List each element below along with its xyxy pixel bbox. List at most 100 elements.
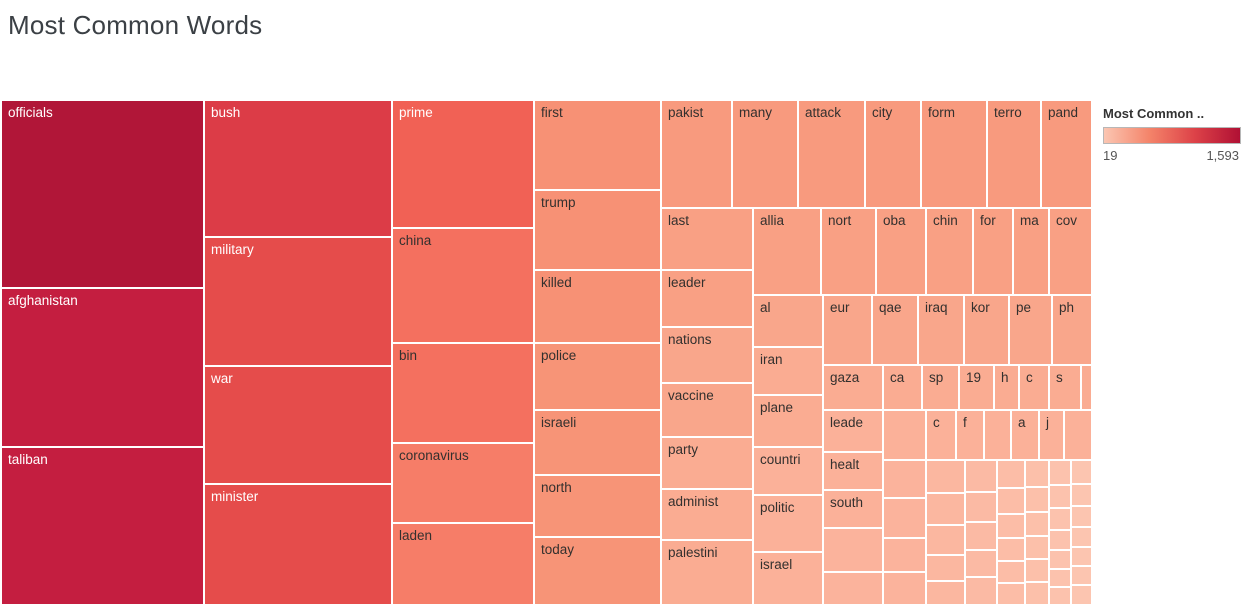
treemap-cell-ca[interactable]: ca — [883, 365, 922, 410]
treemap-cell-city[interactable]: city — [865, 100, 921, 208]
treemap-cell-bin[interactable]: bin — [392, 343, 534, 443]
treemap-cell[interactable] — [1049, 550, 1071, 569]
treemap-cell-many[interactable]: many — [732, 100, 798, 208]
treemap-cell-h[interactable]: h — [994, 365, 1019, 410]
treemap-cell-israel[interactable]: israel — [753, 552, 823, 605]
treemap-cell-s[interactable]: s — [1049, 365, 1081, 410]
treemap-cell-afghanistan[interactable]: afghanistan — [1, 288, 204, 447]
treemap-cell-terro[interactable]: terro — [987, 100, 1041, 208]
treemap-cell[interactable] — [1025, 536, 1049, 559]
treemap-cell[interactable] — [965, 550, 997, 577]
treemap-cell-first[interactable]: first — [534, 100, 661, 190]
treemap-cell[interactable] — [926, 493, 965, 525]
treemap-cell-trump[interactable]: trump — [534, 190, 661, 270]
treemap-cell[interactable] — [997, 460, 1025, 488]
treemap-cell-pakist[interactable]: pakist — [661, 100, 732, 208]
treemap-cell-taliban[interactable]: taliban — [1, 447, 204, 605]
treemap-cell-china[interactable]: china — [392, 228, 534, 343]
treemap-cell-19[interactable]: 19 — [959, 365, 994, 410]
treemap-cell-coronavirus[interactable]: coronavirus — [392, 443, 534, 523]
treemap-cell-leader[interactable]: leader — [661, 270, 753, 327]
treemap-cell-israeli[interactable]: israeli — [534, 410, 661, 475]
treemap-cell[interactable] — [883, 460, 926, 498]
treemap-cell[interactable] — [1025, 487, 1049, 512]
treemap-cell-oba[interactable]: oba — [876, 208, 926, 295]
treemap-cell-al[interactable]: al — [753, 295, 823, 347]
treemap-cell-police[interactable]: police — [534, 343, 661, 410]
treemap-cell-countri[interactable]: countri — [753, 447, 823, 495]
treemap-cell[interactable] — [1071, 566, 1092, 585]
treemap-cell-a[interactable]: a — [1011, 410, 1039, 460]
treemap-cell[interactable] — [1025, 582, 1049, 605]
treemap-cell-ma[interactable]: ma — [1013, 208, 1049, 295]
treemap-cell[interactable] — [883, 498, 926, 538]
treemap-cell[interactable] — [997, 538, 1025, 561]
treemap-cell-vaccine[interactable]: vaccine — [661, 383, 753, 437]
treemap-cell-plane[interactable]: plane — [753, 395, 823, 447]
treemap-cell-killed[interactable]: killed — [534, 270, 661, 343]
treemap-cell[interactable] — [926, 555, 965, 581]
treemap-cell-form[interactable]: form — [921, 100, 987, 208]
treemap-cell[interactable] — [997, 583, 1025, 605]
treemap-cell-gaza[interactable]: gaza — [823, 365, 883, 410]
treemap-cell-eur[interactable]: eur — [823, 295, 872, 365]
treemap-cell-c[interactable]: c — [1019, 365, 1049, 410]
treemap-cell-leade[interactable]: leade — [823, 410, 883, 452]
treemap-cell-iraq[interactable]: iraq — [918, 295, 964, 365]
treemap-cell-minister[interactable]: minister — [204, 484, 392, 605]
treemap-cell-laden[interactable]: laden — [392, 523, 534, 605]
treemap-cell-attack[interactable]: attack — [798, 100, 865, 208]
treemap-cell-for[interactable]: for — [973, 208, 1013, 295]
treemap-cell[interactable] — [1025, 460, 1049, 487]
treemap-cell[interactable] — [1071, 506, 1092, 527]
treemap-cell[interactable] — [1049, 485, 1071, 508]
treemap-cell[interactable] — [1071, 484, 1092, 506]
treemap-cell[interactable] — [1071, 585, 1092, 605]
treemap-cell[interactable] — [984, 410, 1011, 460]
treemap-cell-politic[interactable]: politic — [753, 495, 823, 552]
treemap-cell-prime[interactable]: prime — [392, 100, 534, 228]
treemap-cell[interactable] — [1081, 365, 1092, 410]
treemap-cell[interactable] — [1049, 508, 1071, 530]
legend-gradient-bar[interactable] — [1103, 127, 1241, 144]
treemap-cell[interactable] — [926, 525, 965, 555]
treemap-cell[interactable] — [926, 460, 965, 493]
treemap-cell-palestini[interactable]: palestini — [661, 540, 753, 605]
treemap-cell-chin[interactable]: chin — [926, 208, 973, 295]
treemap-cell-sp[interactable]: sp — [922, 365, 959, 410]
treemap-cell-f[interactable]: f — [956, 410, 984, 460]
treemap-cell-nations[interactable]: nations — [661, 327, 753, 383]
treemap-cell-healt[interactable]: healt — [823, 452, 883, 490]
treemap-cell[interactable] — [997, 561, 1025, 583]
treemap-cell-nort[interactable]: nort — [821, 208, 876, 295]
treemap-cell-cov[interactable]: cov — [1049, 208, 1092, 295]
treemap-cell-north[interactable]: north — [534, 475, 661, 537]
treemap-cell-war[interactable]: war — [204, 366, 392, 484]
treemap-cell[interactable] — [1049, 530, 1071, 550]
treemap-cell[interactable] — [965, 492, 997, 522]
treemap-cell-kor[interactable]: kor — [964, 295, 1009, 365]
treemap-cell-administ[interactable]: administ — [661, 489, 753, 540]
treemap-cell[interactable] — [1025, 559, 1049, 582]
treemap-cell-iran[interactable]: iran — [753, 347, 823, 395]
treemap-cell[interactable] — [965, 577, 997, 605]
treemap-cell[interactable] — [1049, 587, 1071, 605]
treemap-cell-today[interactable]: today — [534, 537, 661, 605]
treemap-cell-officials[interactable]: officials — [1, 100, 204, 288]
treemap-cell[interactable] — [1071, 527, 1092, 547]
treemap-cell[interactable] — [883, 538, 926, 572]
treemap-cell-last[interactable]: last — [661, 208, 753, 270]
treemap-cell[interactable] — [926, 581, 965, 605]
treemap-cell[interactable] — [965, 522, 997, 550]
treemap-cell[interactable] — [823, 528, 883, 572]
treemap-cell[interactable] — [965, 460, 997, 492]
treemap-cell-south[interactable]: south — [823, 490, 883, 528]
treemap-cell[interactable] — [1049, 460, 1071, 485]
treemap-cell-pand[interactable]: pand — [1041, 100, 1092, 208]
treemap-cell-party[interactable]: party — [661, 437, 753, 489]
treemap-cell-qae[interactable]: qae — [872, 295, 918, 365]
treemap-cell[interactable] — [1064, 410, 1092, 460]
treemap-cell[interactable] — [883, 572, 926, 605]
treemap-cell[interactable] — [1071, 460, 1092, 484]
treemap-cell[interactable] — [883, 410, 926, 460]
